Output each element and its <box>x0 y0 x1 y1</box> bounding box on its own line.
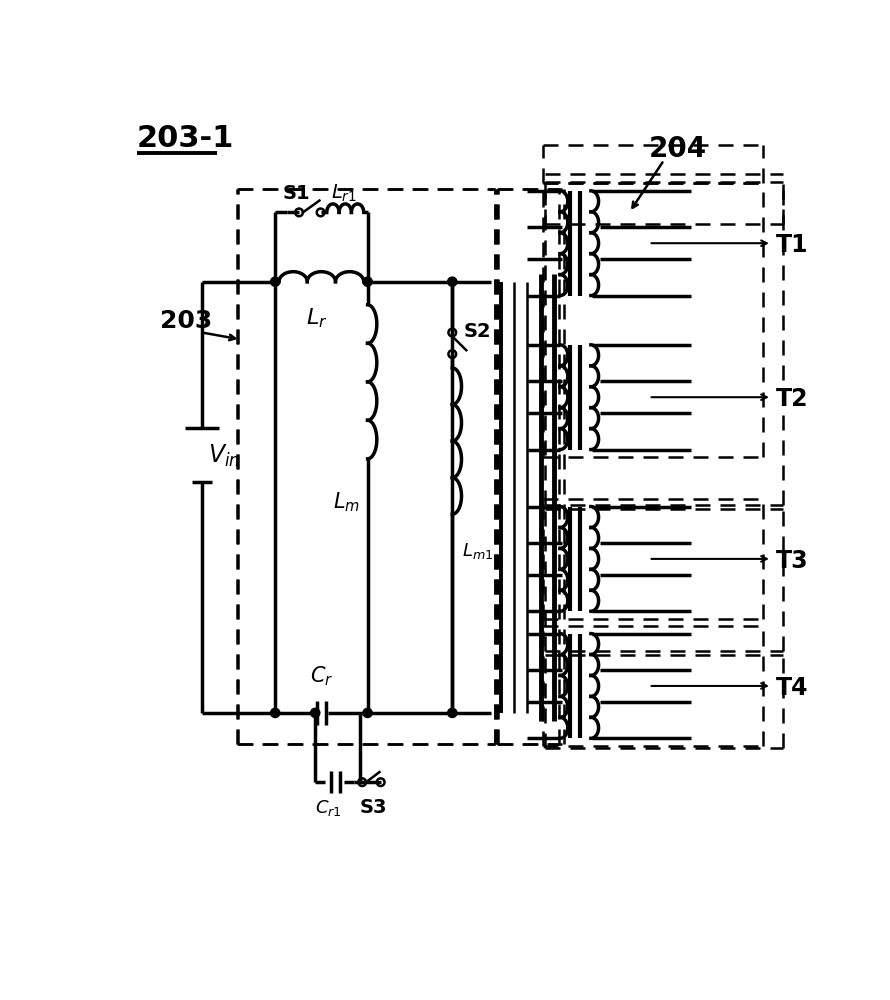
Text: $C_r$: $C_r$ <box>310 664 333 688</box>
Circle shape <box>271 708 279 718</box>
Text: $L_{r1}$: $L_{r1}$ <box>330 183 357 204</box>
Circle shape <box>448 708 457 718</box>
Circle shape <box>448 277 457 286</box>
Text: $L_m$: $L_m$ <box>333 491 360 514</box>
Text: $L_{m1}$: $L_{m1}$ <box>462 541 493 561</box>
Circle shape <box>363 277 372 286</box>
Text: S3: S3 <box>360 798 387 817</box>
Circle shape <box>363 708 372 718</box>
Text: $L_r$: $L_r$ <box>306 306 328 330</box>
Text: T1: T1 <box>776 233 808 257</box>
Text: 203-1: 203-1 <box>136 124 234 153</box>
Text: T2: T2 <box>776 387 808 411</box>
Circle shape <box>271 277 279 286</box>
Text: 204: 204 <box>649 135 707 163</box>
Circle shape <box>311 708 320 718</box>
Text: 203: 203 <box>159 309 212 333</box>
Text: $C_{r1}$: $C_{r1}$ <box>315 798 342 818</box>
Text: S1: S1 <box>283 184 311 203</box>
Text: T4: T4 <box>776 676 808 700</box>
Text: $V_{in}$: $V_{in}$ <box>208 443 240 469</box>
Text: T3: T3 <box>776 549 808 573</box>
Text: S2: S2 <box>464 322 491 341</box>
